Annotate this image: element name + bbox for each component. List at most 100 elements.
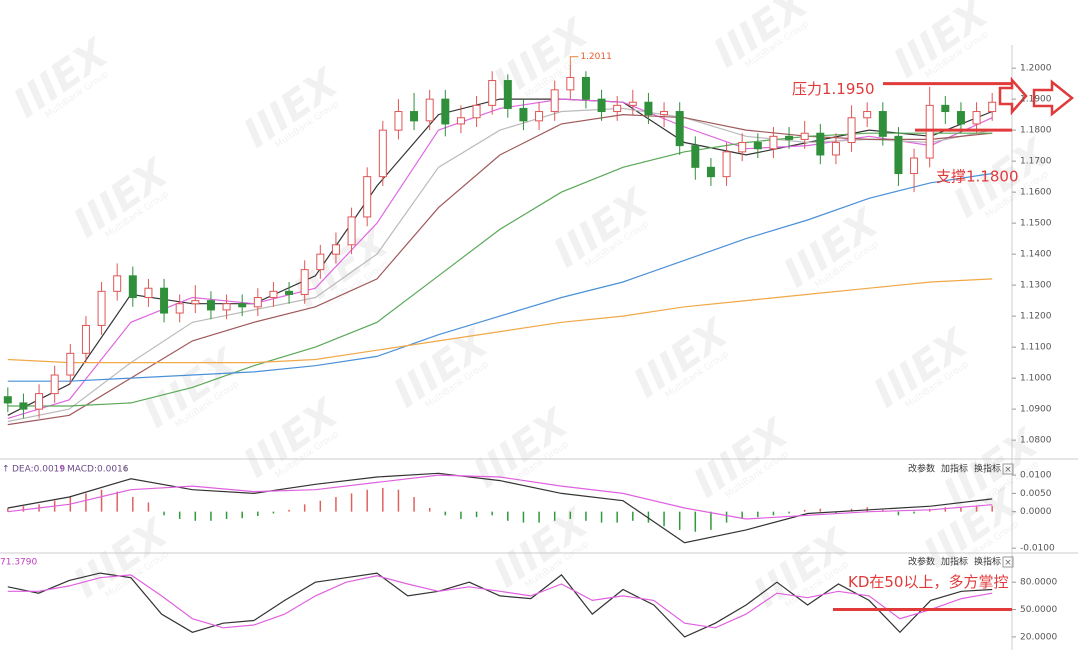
- toolbar-button[interactable]: 加指标: [941, 463, 968, 475]
- candle-body: [535, 111, 544, 122]
- y-tick-label: 0.0100: [1020, 471, 1052, 481]
- toolbar-button[interactable]: 改参数: [908, 463, 935, 475]
- candle-body: [394, 111, 403, 131]
- y-tick-label: 50.0000: [1020, 605, 1057, 615]
- candle-body: [347, 216, 356, 246]
- y-tick-label: 1.1200: [1020, 312, 1052, 322]
- candle-body: [847, 117, 856, 144]
- candle-body: [972, 111, 981, 125]
- annotation: 压力1.1950: [792, 80, 875, 98]
- candle-body: [581, 76, 590, 100]
- candle-body: [956, 111, 965, 125]
- y-tick-label: 1.0900: [1020, 405, 1052, 415]
- indicator-line: [7, 278, 993, 364]
- candle-body: [253, 297, 262, 308]
- candle-body: [19, 402, 28, 410]
- indicator-header: 71.3790: [0, 558, 37, 568]
- candle-body: [753, 142, 762, 150]
- candle-body: [441, 98, 450, 125]
- candle-body: [97, 290, 106, 326]
- close-icon[interactable]: ×: [1004, 465, 1012, 475]
- candle-body: [503, 80, 512, 109]
- candle-body: [35, 393, 44, 410]
- close-icon[interactable]: ×: [1004, 558, 1012, 568]
- candle-body: [660, 111, 669, 116]
- indicator-line: [7, 98, 993, 416]
- candle-body: [113, 275, 122, 292]
- candle-body: [410, 111, 419, 122]
- candle-body: [644, 101, 653, 116]
- candle-body: [738, 142, 747, 153]
- indicator-header: MACD:0.0016: [67, 465, 129, 475]
- candle-body: [910, 157, 919, 175]
- indicator-line: [7, 172, 993, 382]
- candle-body: [285, 290, 294, 295]
- arrow-glyph: ↓: [122, 465, 130, 475]
- candle-body: [722, 151, 731, 178]
- candle-body: [363, 176, 372, 218]
- y-tick-label: 0.0050: [1020, 489, 1052, 499]
- y-tick-label: 1.0800: [1020, 436, 1052, 446]
- y-tick-label: 0.0000: [1020, 507, 1052, 517]
- candle-body: [628, 101, 637, 106]
- candle-body: [160, 287, 169, 314]
- indicator-line: [7, 132, 993, 407]
- y-tick-label: 1.1300: [1020, 281, 1052, 291]
- candle-body: [191, 300, 200, 305]
- indicator-line: [7, 98, 993, 419]
- toolbar-button[interactable]: 换指标: [974, 556, 1001, 568]
- candle-body: [613, 104, 622, 113]
- candle-body: [800, 132, 809, 140]
- indicator-line: [7, 474, 993, 520]
- y-tick-label: 1.1600: [1020, 188, 1052, 198]
- candle-body: [941, 104, 950, 113]
- candle-body: [222, 303, 231, 311]
- arrow-icon: [1032, 79, 1075, 117]
- toolbar-button[interactable]: 换指标: [974, 463, 1001, 475]
- arrow-glyph: ↑: [2, 465, 10, 475]
- indicator-line: [7, 572, 993, 638]
- toolbar-button[interactable]: 改参数: [908, 556, 935, 568]
- peak-marker: [569, 56, 579, 65]
- toolbar-button[interactable]: 加指标: [941, 556, 968, 568]
- candle-body: [472, 104, 481, 119]
- candle-body: [550, 89, 559, 113]
- y-tick-label: 80.0000: [1020, 578, 1057, 588]
- candle-body: [331, 244, 340, 255]
- candle-body: [3, 396, 12, 404]
- indicator-line: [7, 472, 993, 544]
- y-tick-label: 1.1400: [1020, 250, 1052, 260]
- candle-body: [566, 76, 575, 91]
- candle-body: [597, 98, 606, 113]
- annotation: KD在50以上，多方掌控: [848, 573, 1008, 591]
- close-button[interactable]: [1002, 463, 1014, 475]
- candle-body: [81, 324, 90, 354]
- y-tick-label: 1.1800: [1020, 126, 1052, 136]
- candle-body: [519, 107, 528, 122]
- close-button[interactable]: [1002, 556, 1014, 568]
- candle-body: [456, 117, 465, 125]
- candle-body: [769, 135, 778, 150]
- y-tick-label: 1.1700: [1020, 157, 1052, 167]
- y-tick-label: 1.1100: [1020, 343, 1052, 353]
- candle-body: [488, 80, 497, 106]
- indicator-line: [7, 107, 993, 423]
- candle-body: [675, 111, 684, 147]
- candle-body: [988, 101, 997, 113]
- candle-body: [300, 269, 309, 295]
- annotation: 支撑1.1800: [936, 168, 1019, 186]
- candle-body: [785, 135, 794, 140]
- candle-body: [128, 275, 137, 299]
- indicator-line: [7, 574, 993, 629]
- y-tick-label: 1.2000: [1020, 64, 1052, 74]
- candle-body: [925, 104, 934, 159]
- candle-body: [66, 352, 75, 376]
- candle-body: [878, 111, 887, 137]
- peak-label: 1.2011: [580, 52, 612, 62]
- candle-body: [50, 374, 59, 395]
- candle-body: [316, 253, 325, 271]
- indicator-header: DEA:0.0019: [12, 465, 65, 475]
- candle-body: [691, 145, 700, 168]
- y-tick-label: 1.1500: [1020, 219, 1052, 229]
